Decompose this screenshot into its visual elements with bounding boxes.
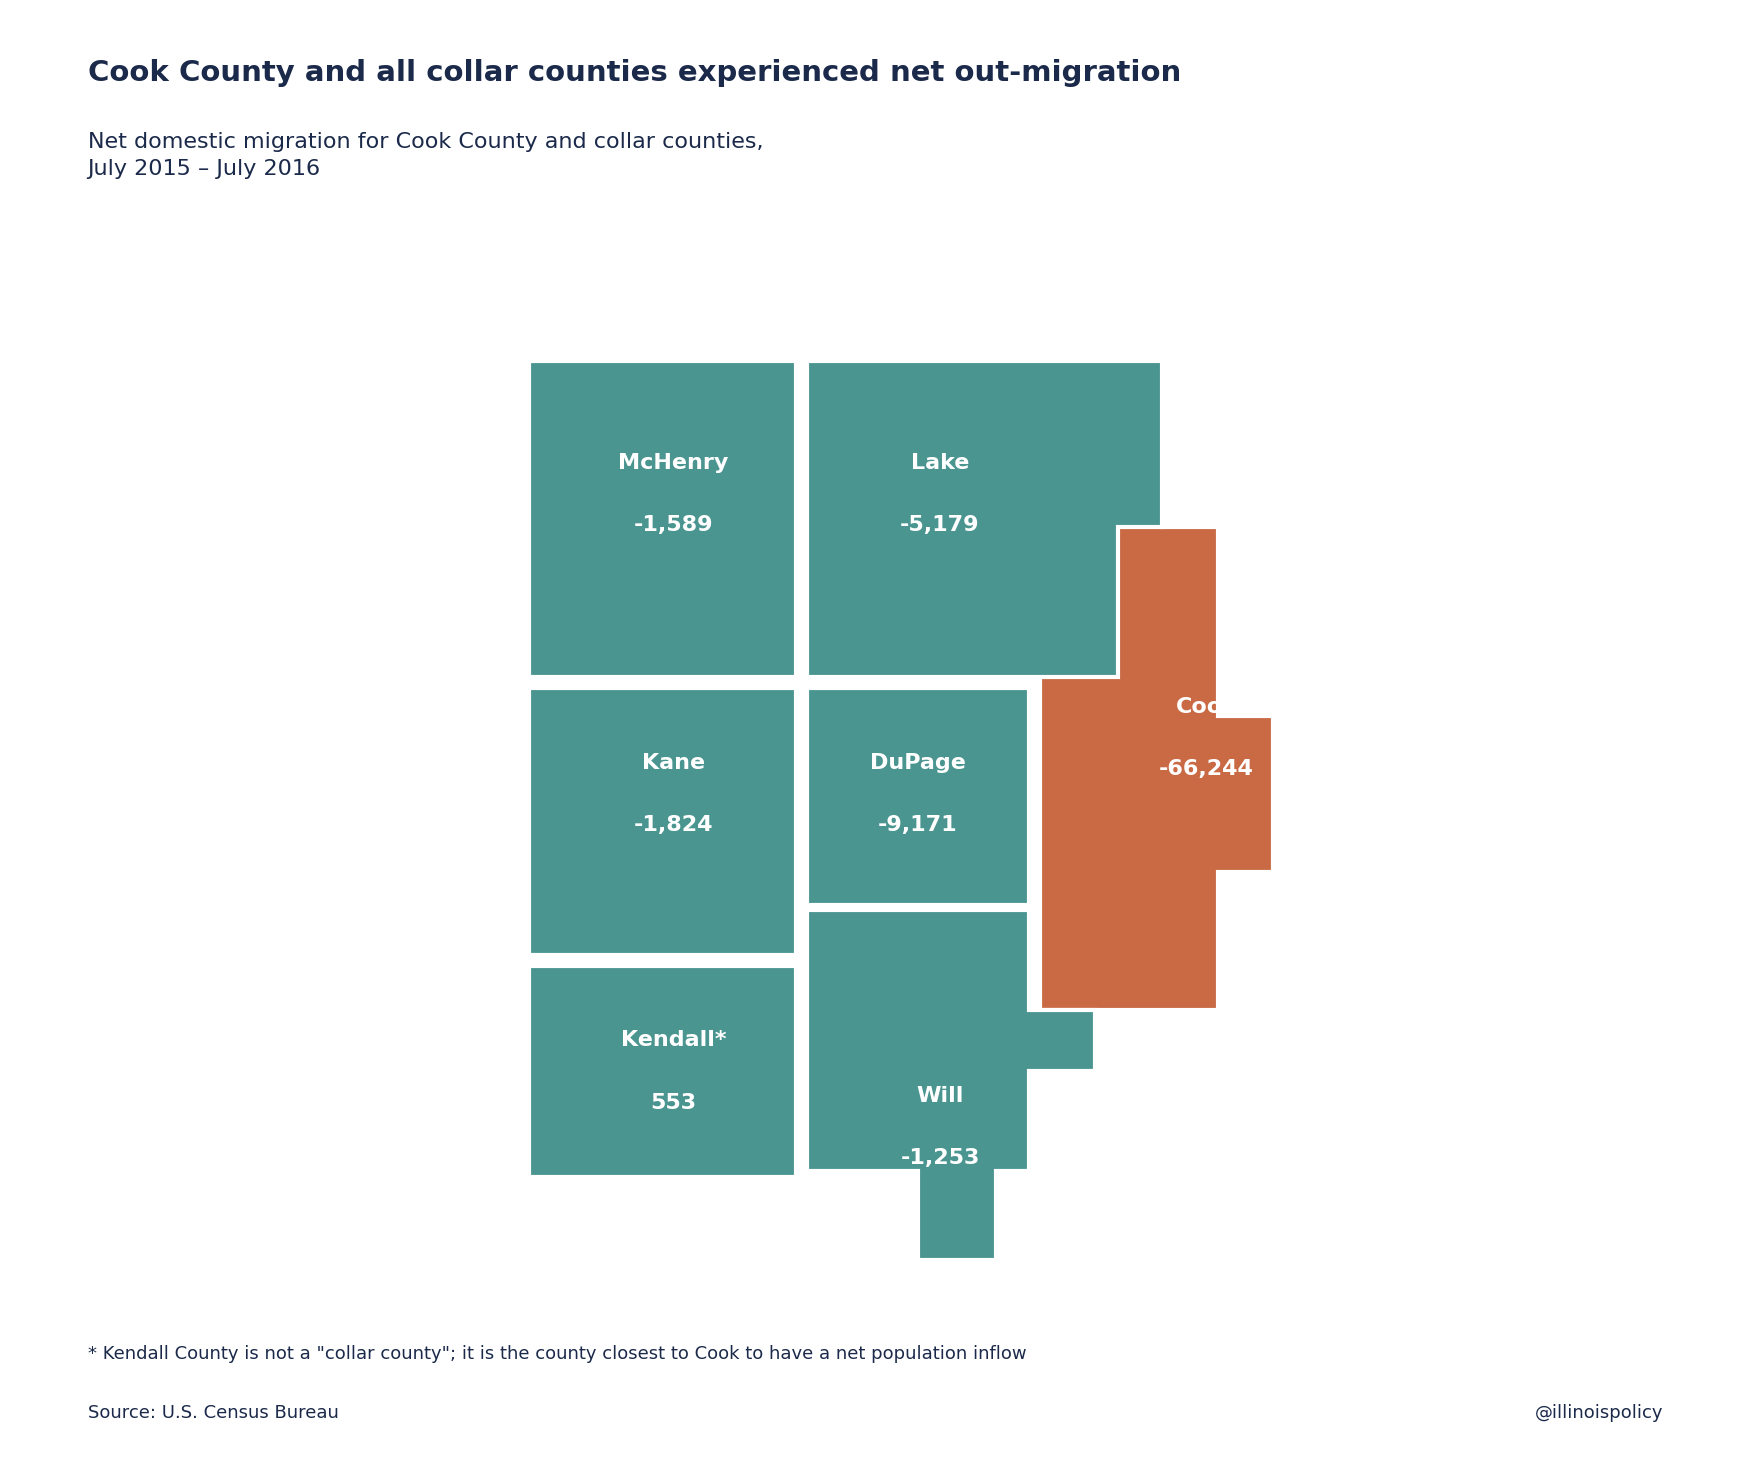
Text: Cook County and all collar counties experienced net out-migration: Cook County and all collar counties expe… (88, 59, 1180, 87)
Polygon shape (529, 688, 795, 956)
Polygon shape (529, 966, 795, 1177)
Polygon shape (807, 910, 1096, 1260)
Text: @illinoispolicy: @illinoispolicy (1536, 1404, 1663, 1421)
Polygon shape (529, 360, 795, 678)
Polygon shape (807, 360, 1163, 678)
Text: -1,589: -1,589 (634, 514, 713, 535)
Text: -66,244: -66,244 (1159, 760, 1254, 779)
Text: McHenry: McHenry (618, 453, 728, 473)
Polygon shape (1040, 360, 1273, 1010)
Text: -9,171: -9,171 (877, 814, 958, 835)
Text: Will: Will (916, 1086, 963, 1105)
Text: * Kendall County is not a "collar county"; it is the county closest to Cook to h: * Kendall County is not a "collar county… (88, 1345, 1026, 1363)
Text: -1,253: -1,253 (900, 1148, 979, 1169)
Text: Source: U.S. Census Bureau: Source: U.S. Census Bureau (88, 1404, 338, 1421)
Text: -1,824: -1,824 (634, 814, 713, 835)
Text: Cook: Cook (1175, 697, 1238, 717)
Text: 553: 553 (650, 1092, 697, 1113)
Polygon shape (807, 688, 1030, 906)
Text: Net domestic migration for Cook County and collar counties,
July 2015 – July 201: Net domestic migration for Cook County a… (88, 132, 763, 179)
Text: -5,179: -5,179 (900, 514, 981, 535)
Text: Kane: Kane (643, 753, 706, 773)
Text: Lake: Lake (911, 453, 968, 473)
Text: DuPage: DuPage (870, 753, 967, 773)
Text: Kendall*: Kendall* (620, 1030, 727, 1051)
